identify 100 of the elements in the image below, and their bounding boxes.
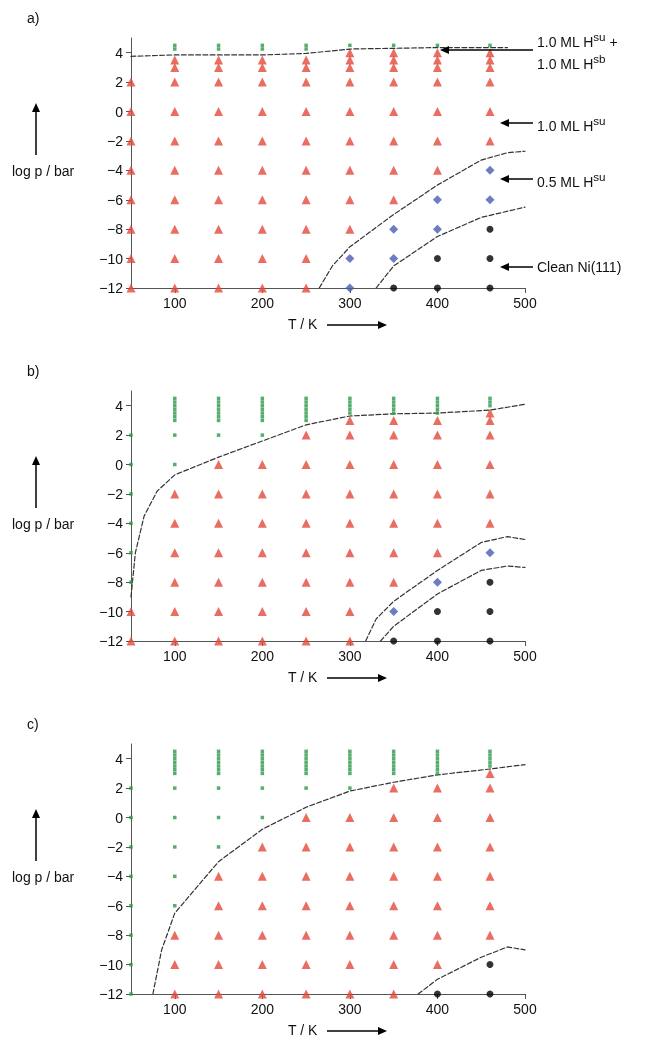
- point: [485, 783, 495, 793]
- point: [129, 551, 133, 555]
- x-tick-label: 500: [513, 295, 537, 311]
- x-tick-label: 200: [250, 295, 275, 311]
- point: [173, 47, 177, 51]
- point: [214, 960, 224, 970]
- point: [304, 407, 308, 412]
- point: [389, 518, 399, 528]
- text: 1.0 ML H$^{su}$: [537, 112, 607, 135]
- point: [129, 462, 133, 467]
- line-series: [152, 763, 526, 995]
- point: [301, 871, 311, 881]
- x-tick-label: 100: [163, 648, 187, 664]
- point: [257, 871, 267, 881]
- point: [433, 284, 441, 292]
- point: [348, 411, 352, 415]
- x-tick-label: 200: [250, 648, 275, 664]
- point: [170, 989, 180, 999]
- point: [432, 224, 442, 234]
- point: [301, 813, 311, 823]
- y-tick-label: 0: [115, 103, 124, 120]
- point: [301, 989, 311, 999]
- y-tick-label: −10: [99, 603, 124, 620]
- point: [433, 608, 441, 616]
- point: [485, 548, 495, 558]
- point: [345, 460, 355, 470]
- y-tick-label: −4: [107, 868, 124, 885]
- point: [304, 418, 308, 423]
- point: [389, 989, 399, 999]
- point: [435, 411, 440, 415]
- point: [214, 901, 224, 911]
- point: [432, 930, 442, 940]
- point: [216, 400, 221, 404]
- point: [435, 400, 440, 404]
- point: [485, 842, 495, 852]
- point: [486, 578, 494, 586]
- point: [173, 403, 177, 408]
- point: [432, 813, 442, 823]
- x-tick-label: 300: [338, 295, 362, 311]
- point: [173, 43, 177, 48]
- point: [432, 430, 442, 440]
- point: [301, 930, 311, 940]
- point: [432, 195, 442, 205]
- x-tick-label: 400: [425, 648, 450, 664]
- point: [345, 960, 355, 970]
- point: [345, 636, 355, 646]
- y-tick-label: 0: [115, 809, 124, 826]
- x-tick-label: 500: [513, 648, 537, 664]
- x-axis-title: T / K: [288, 1022, 318, 1039]
- point: [214, 548, 224, 558]
- point: [485, 901, 495, 911]
- point: [173, 400, 177, 404]
- point: [173, 462, 177, 467]
- x-tick-label: 300: [338, 648, 362, 664]
- line-series: [365, 535, 526, 642]
- y-tick-label: −8: [107, 574, 124, 591]
- point: [173, 407, 177, 412]
- point: [214, 636, 224, 646]
- point: [345, 415, 355, 425]
- point: [170, 636, 180, 646]
- point: [257, 607, 267, 617]
- point: [432, 901, 442, 911]
- point: [173, 396, 177, 401]
- y-tick-label: 4: [115, 750, 124, 767]
- point: [433, 255, 441, 263]
- point: [485, 871, 495, 881]
- y-tick-label: 2: [115, 780, 124, 797]
- point: [260, 433, 265, 437]
- point: [389, 430, 399, 440]
- point: [389, 254, 399, 264]
- point: [485, 768, 495, 778]
- point: [432, 577, 442, 587]
- x-tick-label: 100: [163, 295, 187, 311]
- point: [173, 418, 177, 423]
- point: [173, 414, 177, 419]
- point: [432, 460, 442, 470]
- point: [432, 783, 442, 793]
- x-tick-label: 300: [338, 1001, 362, 1017]
- point: [486, 225, 494, 233]
- x-tick-label: 400: [425, 1001, 450, 1017]
- point: [389, 577, 399, 587]
- point: [488, 396, 492, 401]
- point: [257, 989, 267, 999]
- point: [260, 400, 265, 404]
- y-tick-label: −2: [107, 132, 124, 149]
- y-axis-title: log p / bar: [12, 516, 75, 533]
- point: [257, 518, 267, 528]
- chart-title: b): [27, 363, 40, 379]
- text: 0.5 ML H$^{su}$: [537, 168, 607, 191]
- y-tick-label: −8: [107, 927, 124, 944]
- point: [432, 415, 442, 425]
- point: [345, 254, 355, 264]
- point: [486, 961, 494, 969]
- point: [389, 415, 399, 425]
- y-tick-label: −2: [107, 838, 124, 855]
- point: [345, 607, 355, 617]
- point: [348, 407, 352, 412]
- point: [304, 43, 308, 48]
- point: [485, 813, 495, 823]
- point: [301, 960, 311, 970]
